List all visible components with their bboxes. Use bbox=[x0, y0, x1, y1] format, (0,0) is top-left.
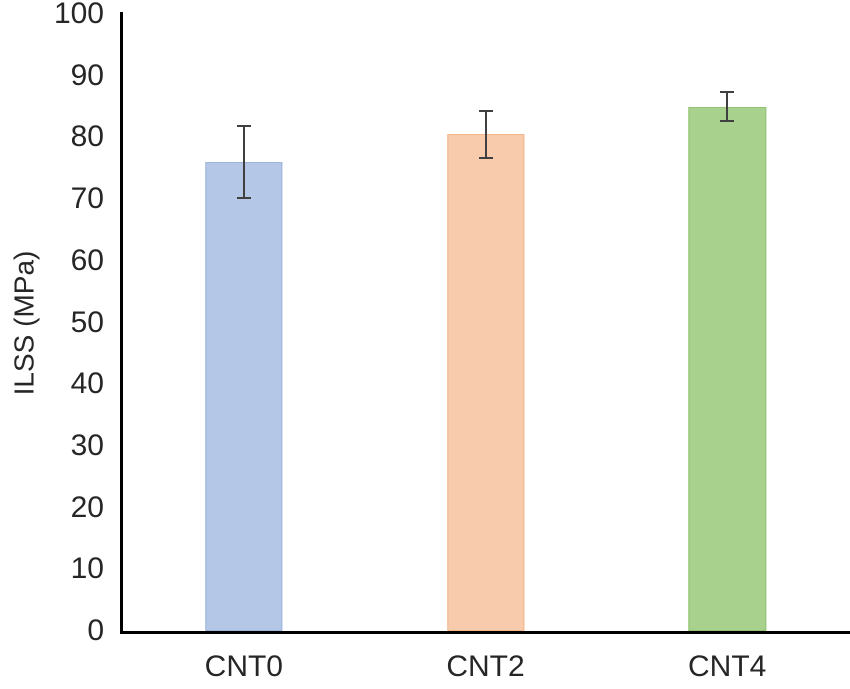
error-bar-cap-bottom bbox=[478, 157, 493, 159]
bars-row bbox=[123, 14, 848, 631]
y-tick-label: 100 bbox=[53, 0, 104, 30]
x-tick-label: CNT4 bbox=[688, 650, 767, 683]
y-tick-label: 0 bbox=[87, 614, 104, 647]
y-tick-label: 70 bbox=[70, 182, 104, 216]
error-bar-cap-top bbox=[478, 109, 493, 112]
bar-slot bbox=[365, 14, 607, 631]
y-tick-label: 80 bbox=[70, 120, 104, 154]
y-ticks: 0 10 20 30 40 50 60 70 80 90 100 bbox=[0, 0, 104, 646]
error-bar-cap-top bbox=[720, 91, 735, 94]
error-bar-cap-top bbox=[236, 125, 251, 128]
error-bar-line bbox=[484, 109, 487, 159]
y-axis-line bbox=[120, 12, 123, 634]
bar-cnt2 bbox=[446, 134, 525, 631]
plot-area bbox=[123, 14, 848, 631]
bar-slot bbox=[123, 14, 365, 631]
error-bar bbox=[719, 91, 735, 122]
y-tick-label: 40 bbox=[70, 367, 104, 401]
error-bar-cap-bottom bbox=[720, 119, 735, 122]
y-tick-label: 10 bbox=[70, 552, 104, 586]
y-tick-label: 60 bbox=[70, 243, 104, 277]
x-tick-label: CNT0 bbox=[204, 650, 283, 683]
x-tick-label: CNT2 bbox=[446, 650, 525, 683]
x-labels-row: CNT0 CNT2 CNT4 bbox=[123, 650, 848, 683]
y-tick-label: 30 bbox=[70, 428, 104, 462]
error-bar-line bbox=[242, 125, 245, 200]
error-bar-cap-bottom bbox=[236, 197, 251, 200]
bar-cnt4 bbox=[688, 106, 766, 631]
y-tick-label: 90 bbox=[70, 58, 104, 92]
bar-slot bbox=[606, 14, 848, 631]
error-bar-line bbox=[726, 91, 729, 122]
x-axis-line bbox=[120, 631, 850, 634]
bar-cnt0 bbox=[205, 162, 283, 631]
error-bar bbox=[478, 109, 494, 159]
error-bar bbox=[236, 125, 252, 200]
y-tick-label: 20 bbox=[70, 490, 104, 524]
y-tick-label: 50 bbox=[70, 305, 104, 339]
